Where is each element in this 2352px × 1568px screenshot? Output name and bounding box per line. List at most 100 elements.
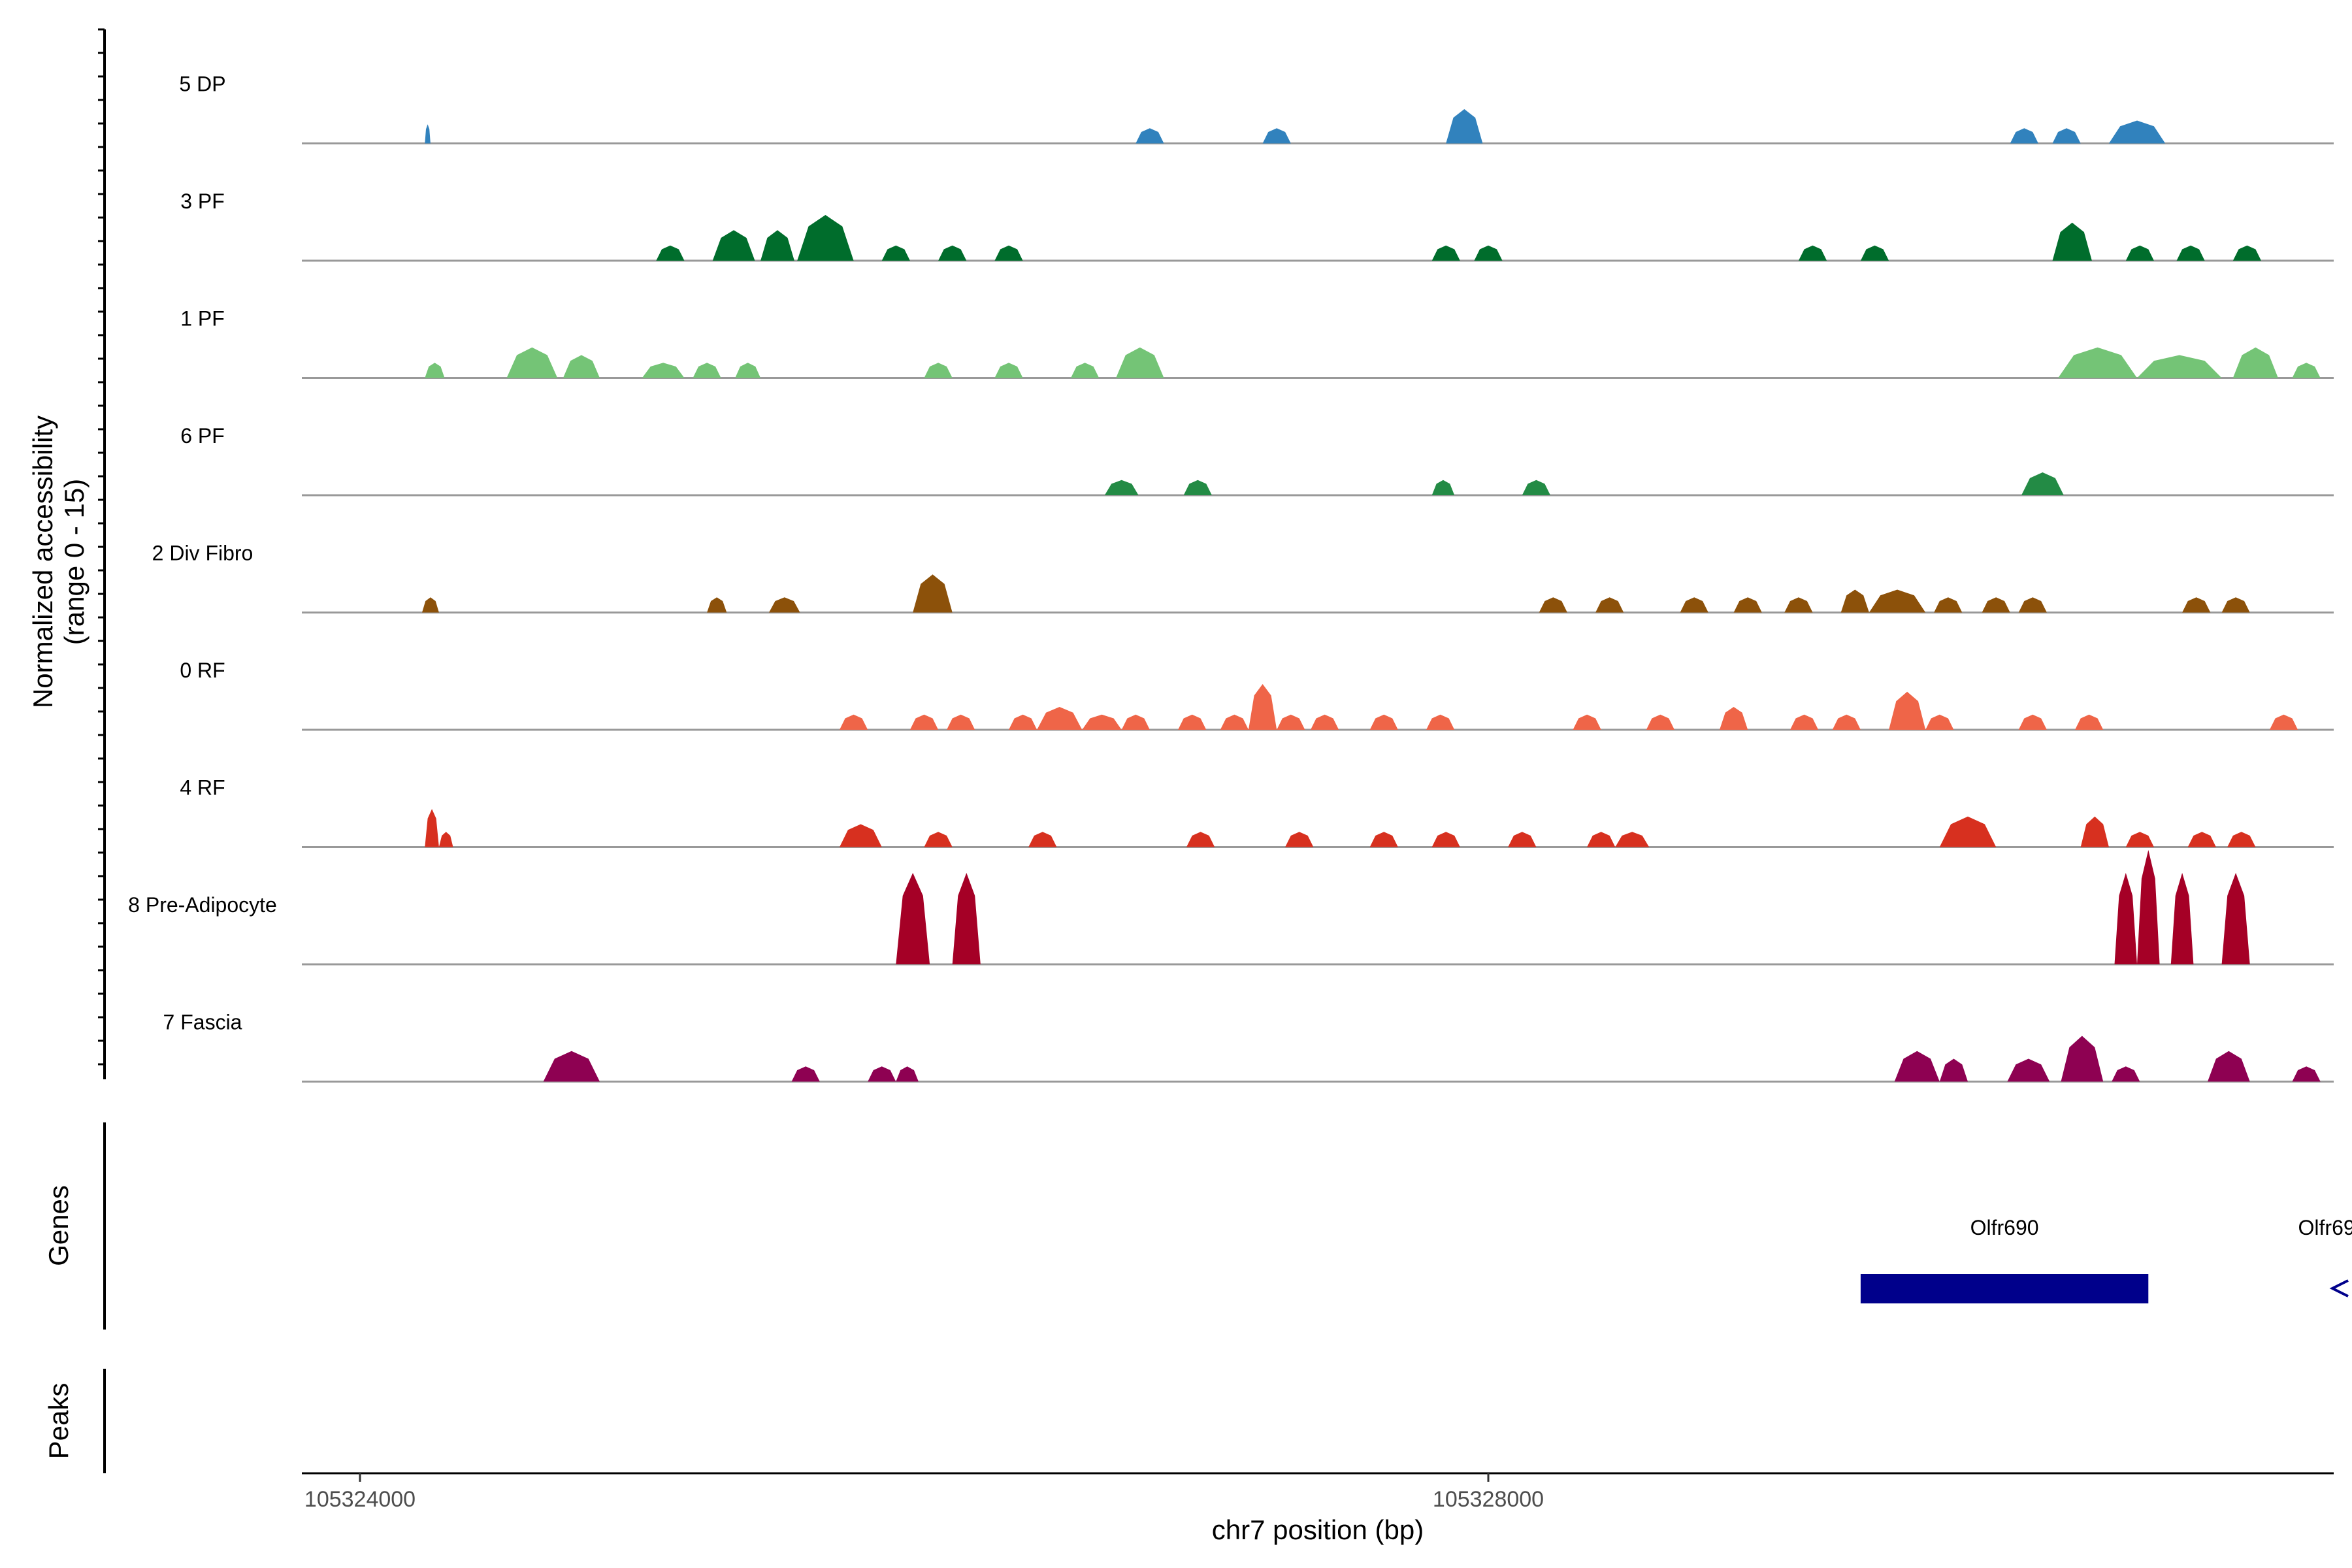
accessibility-peak (868, 1066, 896, 1082)
accessibility-peak (1889, 691, 1926, 730)
accessibility-peak (425, 363, 445, 378)
accessibility-peak (506, 347, 558, 378)
accessibility-peak (2007, 1058, 2050, 1082)
accessibility-peak (1178, 714, 1207, 730)
accessibility-peak (642, 363, 685, 378)
accessibility-peak (1894, 1051, 1940, 1082)
track-1-pf: 1 PF (180, 307, 2334, 379)
accessibility-peak (1860, 245, 1889, 261)
accessibility-peak (2292, 1066, 2321, 1082)
accessibility-peak (2292, 363, 2321, 378)
gene-label: Olfr691 (2298, 1216, 2352, 1239)
gene-olfr691: Olfr691 (2298, 1216, 2352, 1298)
accessibility-peak (1028, 832, 1057, 847)
accessibility-peak (656, 245, 685, 261)
accessibility-peak (438, 832, 453, 847)
accessibility-peak (1135, 128, 1164, 144)
accessibility-peak (2227, 832, 2256, 847)
accessibility-peak (563, 355, 600, 378)
accessibility-peak (1925, 714, 1954, 730)
accessibility-peak (994, 363, 1023, 378)
accessibility-peak (2125, 832, 2154, 847)
accessibility-peak (2208, 1051, 2250, 1082)
track-4-rf: 4 RF (180, 776, 2334, 848)
accessibility-peak (896, 873, 930, 964)
accessibility-peak (2221, 597, 2250, 613)
accessibility-peak (2112, 1066, 2140, 1082)
track-8-pre-adipocyte: 8 Pre-Adipocyte (128, 850, 2334, 966)
accessibility-peak (543, 1051, 600, 1082)
accessibility-peak (693, 363, 721, 378)
accessibility-peak (952, 873, 981, 964)
accessibility-peak (913, 574, 953, 613)
accessibility-peak (1009, 714, 1037, 730)
accessibility-peak (1186, 832, 1215, 847)
x-axis-title: chr7 position (bp) (1212, 1514, 1424, 1545)
y-axis-subtitle: (range 0 - 15) (59, 479, 90, 645)
accessibility-peak (2075, 714, 2104, 730)
accessibility-peak (1431, 480, 1455, 495)
accessibility-peak (769, 597, 800, 613)
accessibility-peak (1615, 832, 1650, 847)
accessibility-peak (2018, 597, 2047, 613)
track-label: 3 PF (180, 189, 225, 213)
accessibility-peak (1104, 480, 1139, 495)
track-2-div-fibro: 2 Div Fibro (152, 542, 2334, 613)
coverage-tracks: 5 DP 3 PF 1 PF 6 PF 2 Div Fibro 0 RF 4 RF 8 Pre… (128, 73, 2334, 1083)
accessibility-peak (1116, 347, 1164, 378)
accessibility-peak (2108, 120, 2166, 144)
accessibility-peak (1790, 714, 1819, 730)
accessibility-peak (2137, 850, 2160, 964)
x-tick-label: 105324000 (304, 1487, 416, 1512)
accessibility-peak (1680, 597, 1708, 613)
accessibility-peak (1539, 597, 1567, 613)
track-label: 6 PF (180, 424, 225, 448)
strand-arrow-icon (2329, 1279, 2349, 1298)
accessibility-peak (1311, 714, 1339, 730)
accessibility-peak (1369, 714, 1398, 730)
accessibility-peak (1071, 363, 1100, 378)
accessibility-peak (1446, 109, 1483, 144)
track-label: 8 Pre-Adipocyte (128, 893, 277, 917)
accessibility-peak (1869, 589, 1926, 613)
accessibility-peak (1508, 832, 1537, 847)
accessibility-peak (947, 714, 975, 730)
accessibility-peak (1220, 714, 1249, 730)
accessibility-peak (712, 230, 755, 261)
accessibility-peak (1595, 597, 1624, 613)
accessibility-peak (1121, 714, 1150, 730)
accessibility-peak (2125, 245, 2154, 261)
track-label: 0 RF (180, 659, 225, 682)
accessibility-peak (760, 230, 794, 261)
accessibility-peak (2232, 245, 2261, 261)
accessibility-peak (2232, 347, 2278, 378)
track-label: 5 DP (179, 73, 225, 96)
accessibility-peak (1522, 480, 1550, 495)
accessibility-peak (1431, 245, 1460, 261)
track-7-fascia: 7 Fascia (163, 1011, 2334, 1083)
accessibility-peak (1646, 714, 1674, 730)
accessibility-peak (2058, 347, 2137, 378)
gene-label: Olfr690 (1970, 1216, 2039, 1239)
track-label: 1 PF (180, 307, 225, 331)
accessibility-peak (840, 714, 868, 730)
accessibility-peak (2137, 355, 2222, 378)
x-tick-label: 105328000 (1433, 1487, 1544, 1512)
accessibility-peak (994, 245, 1023, 261)
accessibility-peak (924, 832, 953, 847)
accessibility-peak (924, 363, 953, 378)
y-axis-title: Normalized accessibility (27, 416, 58, 708)
accessibility-peak (2221, 873, 2250, 964)
accessibility-peak (2176, 245, 2205, 261)
accessibility-peak (1720, 707, 1748, 730)
accessibility-peak (422, 597, 439, 613)
accessibility-peak (2021, 472, 2064, 495)
accessibility-peak (1262, 128, 1291, 144)
accessibility-peak (1431, 832, 1460, 847)
gene-body (1860, 1274, 2149, 1303)
x-axis: 105324000105328000105332000105336000 (304, 1473, 1544, 1512)
accessibility-peak (2182, 597, 2211, 613)
accessibility-peak (1082, 714, 1122, 730)
accessibility-peak (881, 245, 910, 261)
